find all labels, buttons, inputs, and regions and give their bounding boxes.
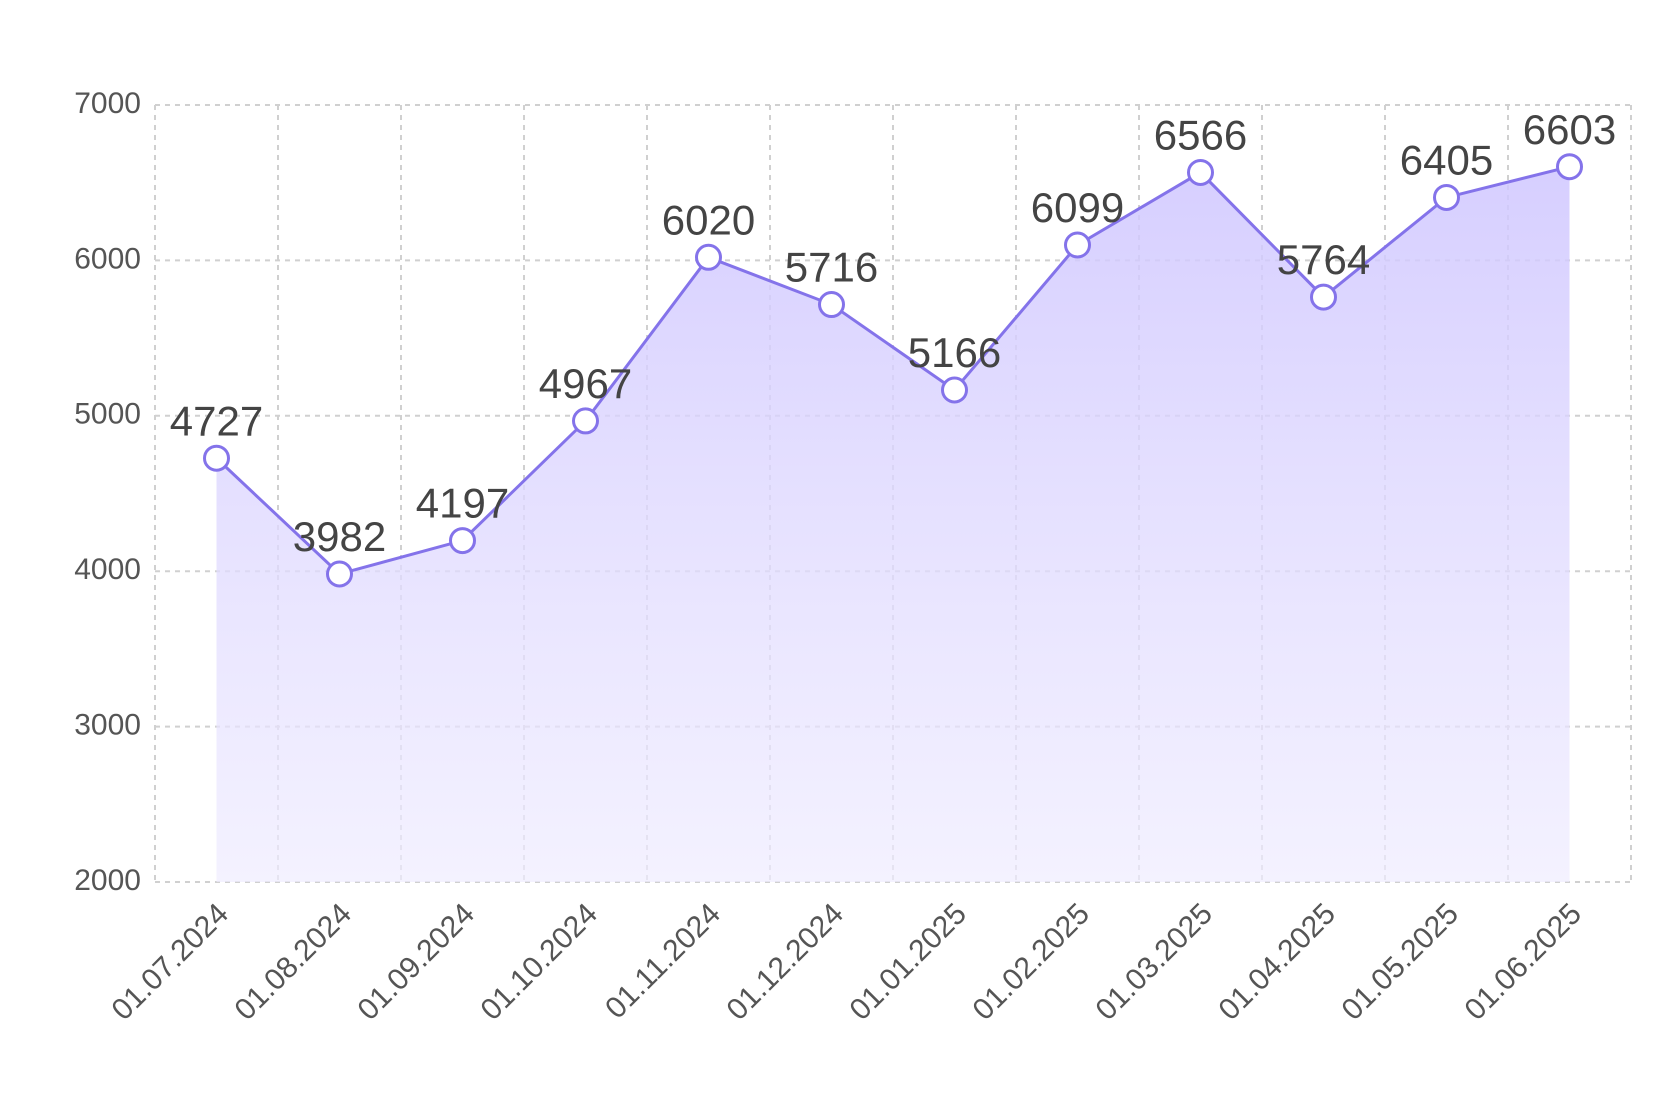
value-label: 6020 [662, 196, 755, 243]
value-label: 5764 [1277, 236, 1370, 283]
point [203, 444, 230, 472]
point [449, 527, 476, 555]
x-tick-label: 01.07.2024 [106, 897, 236, 1027]
point [1310, 283, 1337, 311]
x-tick-label: 01.02.2025 [967, 897, 1097, 1027]
y-tick-label: 5000 [74, 398, 141, 431]
area [216, 166, 1570, 883]
value-label: 6603 [1523, 106, 1616, 153]
x-tick-label: 01.04.2025 [1213, 897, 1343, 1027]
value-label: 4727 [170, 397, 263, 444]
x-tick-label: 01.03.2025 [1090, 897, 1220, 1027]
value-label: 5716 [785, 244, 878, 291]
point [695, 243, 722, 271]
point [1433, 183, 1460, 211]
y-tick-label: 6000 [74, 242, 141, 275]
y-tick-label: 2000 [74, 864, 141, 897]
point [1064, 231, 1091, 259]
point [572, 407, 599, 435]
value-label: 4197 [416, 480, 509, 527]
point [326, 560, 353, 588]
point [941, 376, 968, 404]
x-tick-label: 01.10.2024 [475, 897, 605, 1027]
point [1556, 153, 1583, 181]
point [1187, 158, 1214, 186]
line [215, 165, 1570, 576]
point [818, 291, 845, 319]
x-tick-label: 01.06.2025 [1459, 897, 1589, 1027]
x-tick-label: 01.09.2024 [352, 897, 482, 1027]
value-label: 6099 [1031, 184, 1124, 231]
x-tick-label: 01.05.2025 [1336, 897, 1466, 1027]
y-tick-label: 4000 [74, 553, 141, 586]
x-tick-label: 01.01.2025 [844, 897, 974, 1027]
value-label: 4967 [539, 360, 632, 407]
value-label: 3982 [293, 513, 386, 560]
y-tick-label: 3000 [74, 709, 141, 742]
value-label: 6566 [1154, 112, 1247, 159]
x-tick-label: 01.08.2024 [229, 897, 359, 1027]
value-label: 5166 [908, 329, 1001, 376]
value-label: 6405 [1400, 137, 1493, 184]
x-tick-label: 01.11.2024 [599, 897, 727, 1025]
x-tick-label: 01.12.2024 [721, 897, 851, 1027]
y-tick-label: 7000 [74, 87, 141, 120]
